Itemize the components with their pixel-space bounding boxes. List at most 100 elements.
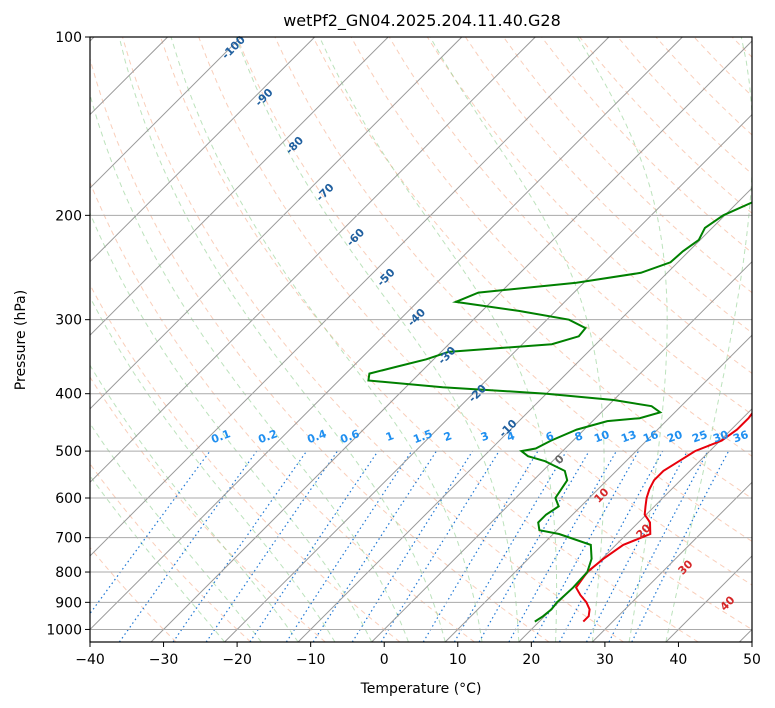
mixing-ratio-label: 16 xyxy=(641,428,660,446)
x-axis: −40 −30 −20 −10 0 10 20 30 40 50 xyxy=(75,642,761,668)
mixing-ratio-label: 36 xyxy=(731,428,750,446)
mixing-ratio-line xyxy=(172,450,308,642)
series-layer xyxy=(367,201,752,623)
mixing-ratio-label: 25 xyxy=(690,428,709,445)
isotherm-line xyxy=(90,37,463,410)
dry-adiabat-line xyxy=(122,37,624,642)
moist-adiabat-line xyxy=(90,364,299,642)
dewpoint-line xyxy=(367,201,752,623)
y-tick-label: 100 xyxy=(55,30,82,46)
dry-adiabat-line xyxy=(90,283,401,642)
moist-adiabat-line xyxy=(118,37,446,642)
isotherm-line xyxy=(591,481,752,642)
dry-adiabat-line xyxy=(90,546,177,642)
dry-adiabat-line xyxy=(90,181,475,642)
y-tick-label: 500 xyxy=(55,444,82,460)
background-lines xyxy=(90,37,775,642)
mixing-ratio-line xyxy=(508,450,617,642)
mixing-ratio-label: 8 xyxy=(573,429,585,444)
isotherm-line xyxy=(90,37,683,631)
mixing-ratio-label: 30 xyxy=(711,428,730,446)
y-axis: 100 200 300 400 500 600 700 800 900 1000 xyxy=(46,30,90,638)
moist-adiabat-line xyxy=(577,37,668,642)
isotherm-line xyxy=(444,334,752,642)
plot-frame xyxy=(89,36,753,643)
mixing-ratio-line xyxy=(558,450,664,642)
dry-adiabat-line xyxy=(770,37,775,642)
mixing-ratio-line xyxy=(312,450,437,642)
x-tick-label: 0 xyxy=(380,652,389,668)
mixing-ratio-label: 13 xyxy=(619,428,638,445)
mixing-ratio-label: 6 xyxy=(544,429,556,444)
moist-adiabat-line xyxy=(90,474,225,642)
dry-adiabat-label: 30 xyxy=(676,557,696,577)
x-tick-label: −10 xyxy=(296,652,326,668)
dry-adiabat-label: -50 xyxy=(374,266,397,289)
isotherm-line xyxy=(150,40,752,642)
isotherm-line xyxy=(90,37,316,263)
moist-adiabat-line xyxy=(170,37,483,642)
dry-adiabat-label: -30 xyxy=(435,344,458,367)
y-tick-label: 200 xyxy=(55,208,82,224)
mixing-ratio-label: 1 xyxy=(384,429,396,444)
dry-adiabat-line xyxy=(388,37,752,416)
dry-adiabat-line xyxy=(503,37,752,294)
mixing-ratio-line xyxy=(205,450,338,642)
moist-adiabat-line xyxy=(90,92,409,642)
y-tick-label: 800 xyxy=(55,565,82,581)
mixing-ratio-line xyxy=(118,450,258,642)
dry-adiabat-line xyxy=(90,463,252,642)
x-tick-label: −40 xyxy=(75,652,105,668)
dry-adiabat-line xyxy=(693,37,752,97)
moist-adiabat-line xyxy=(429,37,605,642)
dry-adiabat-line xyxy=(426,37,752,375)
x-tick-label: 20 xyxy=(522,652,540,668)
mixing-ratio-label: 20 xyxy=(665,428,684,446)
isotherm-line xyxy=(224,113,752,642)
moist-adiabat-line xyxy=(235,37,520,642)
isotherm-line xyxy=(518,408,752,642)
x-tick-label: 40 xyxy=(670,652,688,668)
moist-adiabat-line xyxy=(90,296,336,642)
dry-adiabat-line xyxy=(464,37,752,334)
y-tick-label: 600 xyxy=(55,491,82,507)
dry-adiabat-line xyxy=(312,37,752,500)
mixing-ratio-label: 4 xyxy=(505,429,517,444)
isotherm-line xyxy=(371,260,752,642)
dry-adiabat-label: -60 xyxy=(344,226,367,249)
mixing-ratio-label: 0.4 xyxy=(305,427,328,446)
dry-adiabat-label: -90 xyxy=(252,86,275,109)
moist-adiabat-line xyxy=(90,211,373,642)
dry-adiabat-line xyxy=(541,37,752,254)
moist-adiabat-line xyxy=(665,37,752,642)
mixing-ratio-line xyxy=(453,450,567,642)
dry-adiabat-label: 40 xyxy=(718,593,738,613)
isotherm-line xyxy=(90,37,610,557)
mixing-ratio-label: 3 xyxy=(479,429,491,444)
dry-adiabat-line xyxy=(198,37,752,630)
dry-adiabat-line xyxy=(90,376,326,642)
mixing-ratio-label: 0.2 xyxy=(256,427,279,446)
y-tick-label: 700 xyxy=(55,531,82,547)
mixing-ratio-line xyxy=(285,450,413,642)
mixing-ratio-label: 0.1 xyxy=(209,427,232,446)
mixing-ratio-label: 2 xyxy=(442,429,454,444)
y-tick-label: 400 xyxy=(55,387,82,403)
isotherm-line xyxy=(665,555,752,642)
isotherm-line xyxy=(90,37,242,189)
chart-title: wetPf2_GN04.2025.204.11.40.G28 xyxy=(283,11,561,31)
dry-adiabat-line xyxy=(90,56,550,642)
moist-adiabat-line xyxy=(319,37,558,642)
x-tick-label: 50 xyxy=(743,652,761,668)
y-tick-label: 300 xyxy=(55,313,82,329)
x-axis-label: Temperature (°C) xyxy=(360,681,482,697)
x-tick-label: 30 xyxy=(596,652,614,668)
dry-adiabat-line xyxy=(236,37,752,586)
mixing-ratio-label: 10 xyxy=(592,428,611,446)
isotherm-line xyxy=(90,37,389,336)
mixing-ratio-label: 0.6 xyxy=(338,427,361,446)
dry-adiabat-label: -20 xyxy=(466,382,489,405)
dry-adiabat-label: -80 xyxy=(283,134,306,157)
mixing-ratio-label: 1.5 xyxy=(411,427,434,446)
